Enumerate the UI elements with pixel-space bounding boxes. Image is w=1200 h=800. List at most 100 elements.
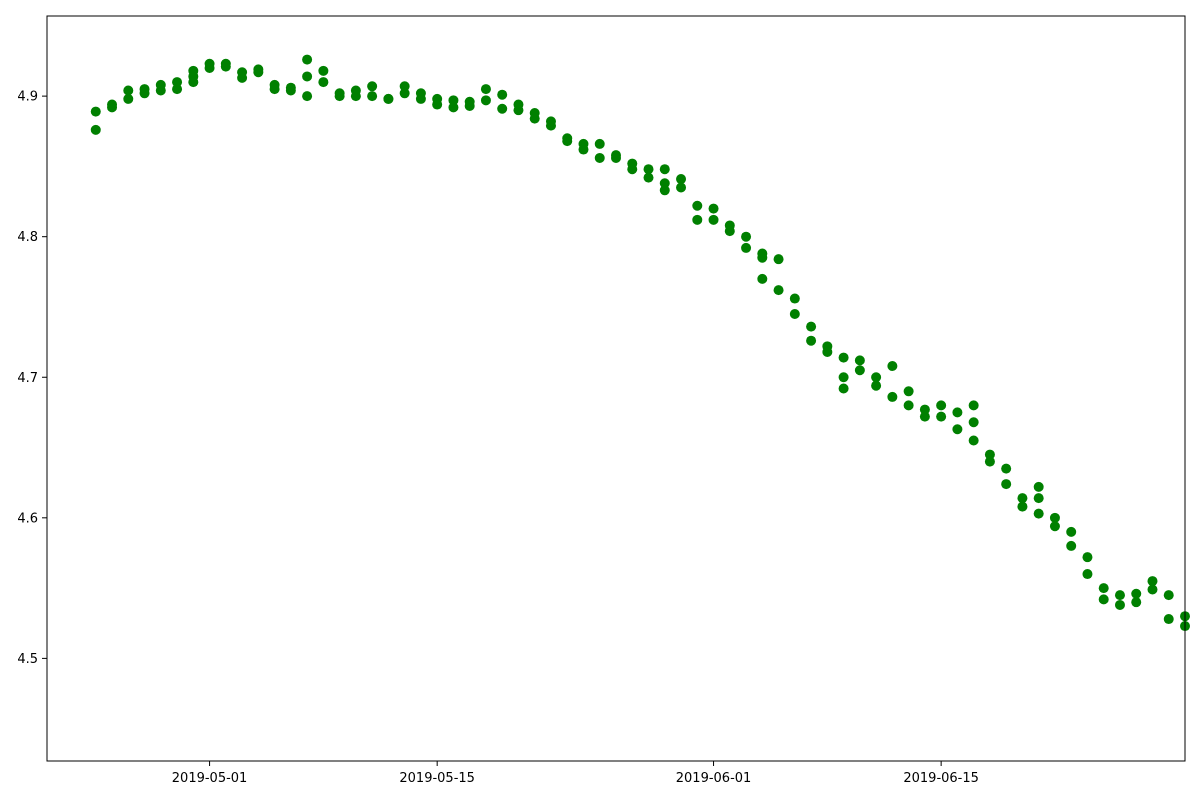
data-point-101 [871, 372, 882, 383]
data-point-74 [659, 164, 670, 175]
data-point-22 [253, 67, 264, 78]
data-point-139 [1163, 590, 1174, 601]
data-point-96 [838, 352, 849, 363]
data-point-49 [464, 100, 475, 111]
data-point-111 [952, 407, 963, 418]
data-point-29 [302, 54, 313, 65]
plot-area-frame [46, 15, 1186, 762]
data-point-88 [773, 254, 784, 265]
data-point-124 [1033, 481, 1044, 492]
data-point-133 [1114, 599, 1125, 610]
data-point-104 [887, 391, 898, 402]
data-point-105 [903, 400, 914, 411]
data-point-28 [302, 71, 313, 82]
data-point-90 [789, 293, 800, 304]
data-point-103 [887, 361, 898, 372]
data-point-46 [448, 95, 459, 106]
data-point-117 [984, 456, 995, 467]
data-point-109 [936, 400, 947, 411]
data-point-79 [708, 203, 719, 214]
data-point-128 [1066, 540, 1077, 551]
data-point-65 [594, 152, 605, 163]
data-point-116 [984, 449, 995, 460]
data-point-83 [741, 231, 752, 242]
data-point-113 [968, 417, 979, 428]
y-tick-label-2: 4.7 [17, 371, 38, 386]
x-tick-label-3: 2019-06-15 [903, 771, 979, 786]
data-point-16 [204, 58, 215, 69]
data-point-110 [936, 411, 947, 422]
data-point-131 [1098, 583, 1109, 594]
data-point-119 [1001, 479, 1012, 490]
data-point-93 [806, 335, 817, 346]
x-tick-label-2: 2019-06-01 [676, 771, 752, 786]
data-point-130 [1082, 569, 1093, 580]
data-point-43 [415, 88, 426, 99]
data-point-47 [448, 102, 459, 113]
data-point-57 [529, 113, 540, 124]
y-tick-label-4: 4.9 [17, 90, 38, 105]
data-point-75 [676, 174, 687, 185]
data-point-106 [903, 386, 914, 397]
data-point-137 [1147, 576, 1158, 587]
data-point-127 [1066, 526, 1077, 537]
data-point-41 [399, 88, 410, 99]
data-point-82 [724, 226, 735, 237]
data-point-35 [350, 85, 361, 96]
y-tick-label-0: 4.5 [17, 652, 38, 667]
data-point-10 [172, 77, 183, 88]
data-point-126 [1049, 521, 1060, 532]
data-point-5 [123, 85, 134, 96]
data-point-125 [1049, 512, 1060, 523]
data-point-37 [367, 91, 378, 102]
data-point-134 [1114, 590, 1125, 601]
data-point-118 [1001, 463, 1012, 474]
data-point-89 [773, 285, 784, 296]
data-point-11 [172, 84, 183, 95]
data-point-84 [741, 242, 752, 253]
data-point-92 [806, 321, 817, 332]
data-point-120 [1017, 493, 1028, 504]
data-point-123 [1033, 508, 1044, 519]
data-point-50 [480, 95, 491, 106]
data-point-45 [432, 99, 443, 110]
data-point-107 [919, 404, 930, 415]
data-point-97 [838, 383, 849, 394]
data-point-55 [513, 105, 524, 116]
x-tick-label-0: 2019-05-01 [172, 771, 248, 786]
data-point-76 [676, 182, 687, 193]
data-point-64 [594, 138, 605, 149]
data-point-73 [659, 185, 670, 196]
data-point-1 [90, 106, 101, 117]
data-point-108 [919, 411, 930, 422]
data-point-31 [318, 77, 329, 88]
data-point-121 [1017, 501, 1028, 512]
data-point-129 [1082, 552, 1093, 563]
data-point-14 [188, 71, 199, 82]
data-point-51 [480, 84, 491, 95]
data-point-69 [627, 164, 638, 175]
data-point-7 [139, 84, 150, 95]
data-point-39 [383, 93, 394, 104]
data-point-115 [968, 435, 979, 446]
data-point-26 [285, 85, 296, 96]
data-point-100 [854, 365, 865, 376]
data-point-80 [708, 214, 719, 225]
data-point-3 [107, 102, 118, 113]
data-point-0 [90, 124, 101, 135]
data-point-98 [838, 372, 849, 383]
y-tick-label-1: 4.6 [17, 511, 38, 526]
data-point-61 [562, 136, 573, 147]
data-point-30 [318, 65, 329, 76]
y-tick-label-3: 4.8 [17, 230, 38, 245]
data-point-70 [643, 164, 654, 175]
data-point-53 [497, 103, 508, 114]
x-tick-label-1: 2019-05-15 [399, 771, 475, 786]
data-point-95 [822, 346, 833, 357]
data-point-91 [789, 309, 800, 319]
data-point-99 [854, 355, 865, 366]
data-point-33 [334, 91, 345, 102]
data-point-135 [1131, 588, 1142, 599]
data-point-24 [269, 84, 280, 95]
